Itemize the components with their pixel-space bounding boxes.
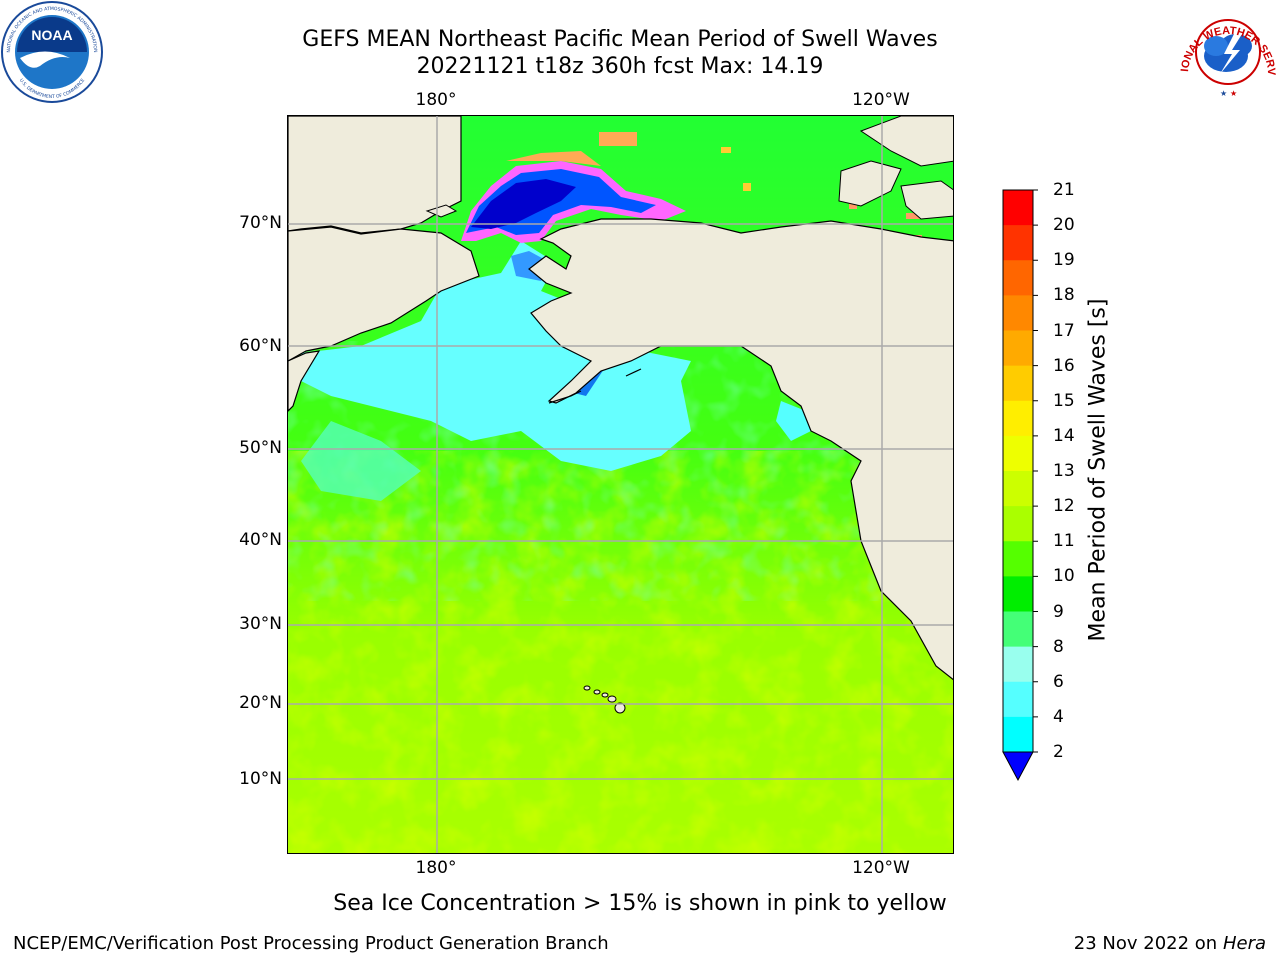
colorbar-band xyxy=(1003,646,1033,683)
graticule xyxy=(288,116,953,853)
lat-tick-30n: 30°N xyxy=(239,614,282,634)
colorbar-band xyxy=(1003,295,1033,331)
colorbar-band xyxy=(1003,576,1033,612)
colorbar-tick-label: 20 xyxy=(1053,215,1075,236)
colorbar-band xyxy=(1003,435,1033,472)
colorbar-tick-label: 18 xyxy=(1053,285,1075,306)
colorbar-tick-label: 2 xyxy=(1053,742,1064,762)
colorbar-band xyxy=(1003,260,1033,296)
nws-logo: NATIONAL WEATHER SERVICE ★ ★ xyxy=(1176,4,1277,98)
land-kamchatka xyxy=(288,350,321,412)
lat-tick-40n: 40°N xyxy=(239,530,282,550)
land-arctic-island-1 xyxy=(838,160,902,207)
credit-date: 23 Nov 2022 on Hera xyxy=(1074,933,1266,954)
sea-ice-orange-edge xyxy=(506,151,601,166)
colorbar-band xyxy=(1003,190,1033,226)
colorbar-tick-label: 15 xyxy=(1053,390,1075,411)
colorbar-tick-label: 6 xyxy=(1053,671,1064,692)
lat-tick-60n: 60°N xyxy=(239,336,282,356)
land-arctic-island-3 xyxy=(900,180,953,220)
noaa-logo-text: NOAA xyxy=(31,27,72,43)
colorbar-tick-label: 16 xyxy=(1053,355,1075,376)
colorbar-tick-label: 21 xyxy=(1053,180,1075,200)
lat-tick-20n: 20°N xyxy=(239,693,282,713)
aleutian-islands xyxy=(548,368,642,404)
colorbar-band xyxy=(1003,471,1033,507)
colorbar-tick-label: 8 xyxy=(1053,636,1064,657)
land-siberia xyxy=(288,226,480,362)
sea-ice-orange-patch xyxy=(599,132,637,146)
lon-tick-180-top: 180° xyxy=(415,90,457,110)
colorbar-tick-label: 17 xyxy=(1053,320,1075,341)
swell-patch-west xyxy=(301,421,421,501)
colorbar-title: Mean Period of Swell Waves [s] xyxy=(1085,298,1111,642)
lon-tick-120w-bottom: 120°W xyxy=(852,858,910,878)
colorbar-band xyxy=(1003,365,1033,402)
colorbar-tick-label: 12 xyxy=(1053,496,1075,517)
colorbar-band xyxy=(1003,330,1033,367)
credit-branch: NCEP/EMC/Verification Post Processing Pr… xyxy=(13,933,609,954)
colorbar-band xyxy=(1003,716,1033,753)
swell-patch-coast xyxy=(776,401,811,441)
colorbar-tick-label: 14 xyxy=(1053,425,1075,446)
lon-tick-120w-top: 120°W xyxy=(852,90,910,110)
lon-tick-180-bottom: 180° xyxy=(415,858,457,878)
map-svg xyxy=(288,116,953,853)
sea-ice-navy xyxy=(471,179,576,229)
colorbar-tick-label: 10 xyxy=(1053,566,1075,587)
cyan-swell-region xyxy=(301,241,691,471)
colorbar-band xyxy=(1003,541,1033,577)
colorbar-band xyxy=(1003,681,1033,718)
noaa-logo: NOAA NATIONAL OCEANIC AND ATMOSPHERIC AD… xyxy=(1,1,103,103)
colorbar-tick-label: 9 xyxy=(1053,601,1064,622)
colorbar-band xyxy=(1003,400,1033,437)
credit-host: Hera xyxy=(1222,933,1266,954)
lat-tick-70n: 70°N xyxy=(239,213,282,233)
hawaii-islands xyxy=(583,685,626,714)
chart-subtitle: 20221121 t18z 360h fcst Max: 14.19 xyxy=(416,54,824,79)
land-arctic-island-2 xyxy=(859,116,953,167)
map-panel xyxy=(287,115,954,854)
chart-title: GEFS MEAN Northeast Pacific Mean Period … xyxy=(302,27,938,52)
colorbar-tick-label: 13 xyxy=(1053,461,1075,481)
lat-tick-10n: 10°N xyxy=(239,769,282,789)
colorbar-extend-arrow xyxy=(1002,751,1034,782)
colorbar xyxy=(1002,189,1038,782)
lat-tick-50n: 50°N xyxy=(239,438,282,458)
colorbar-tick-label: 11 xyxy=(1053,531,1075,552)
colorbar-band xyxy=(1003,506,1033,542)
credit-date-text: 23 Nov 2022 on xyxy=(1073,933,1218,954)
svg-text:★: ★ xyxy=(1230,89,1237,98)
colorbar-tick-label: 19 xyxy=(1053,250,1075,271)
colorbar-band xyxy=(1003,611,1033,648)
sea-ice-footnote: Sea Ice Concentration > 15% is shown in … xyxy=(333,891,947,916)
colorbar-tick-label: 4 xyxy=(1053,706,1064,727)
svg-text:★: ★ xyxy=(1220,89,1227,98)
colorbar-band xyxy=(1003,225,1033,261)
